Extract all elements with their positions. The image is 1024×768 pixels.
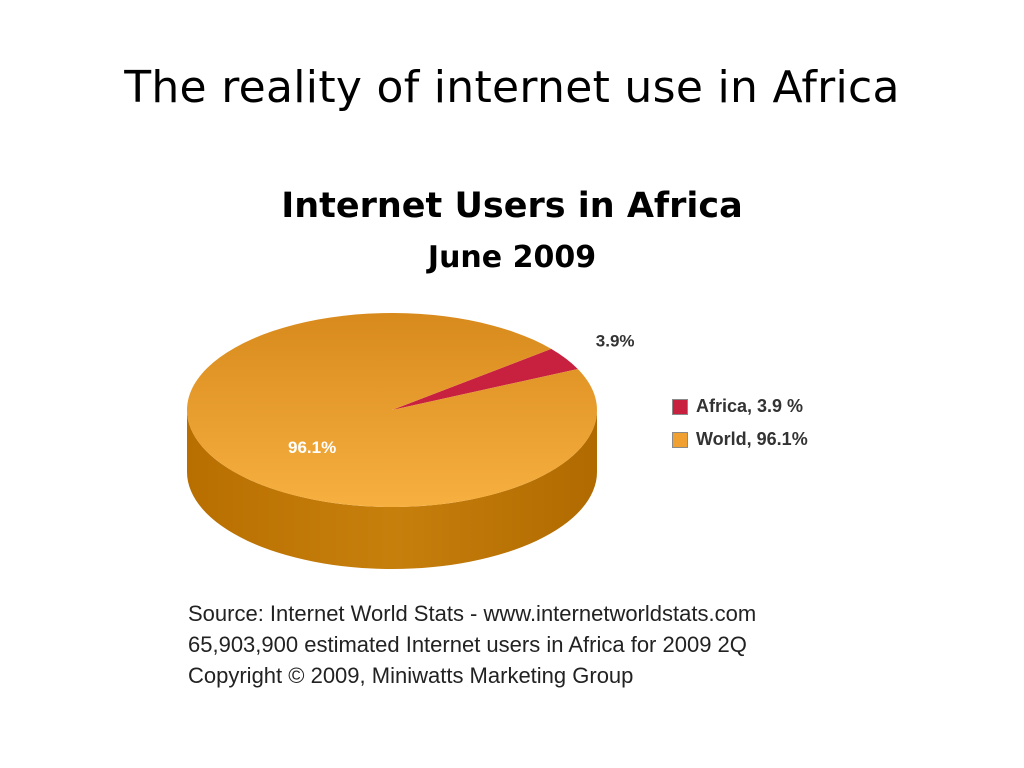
source-note: Source: Internet World Stats - www.inter…	[188, 598, 756, 691]
data-label-africa: 3.9%	[596, 332, 635, 351]
slide-title: The reality of internet use in Africa	[124, 62, 900, 113]
legend-swatch-africa	[672, 398, 688, 415]
chart-title: Internet Users in Africa	[281, 186, 743, 226]
pie-slice-world	[187, 313, 597, 507]
data-label-world: 96.1%	[288, 438, 336, 457]
source-line-1: Source: Internet World Stats - www.inter…	[188, 601, 757, 626]
legend-item-world: World, 96.1%	[672, 423, 808, 456]
legend-item-africa: Africa, 3.9 %	[672, 390, 808, 423]
source-line-3: Copyright © 2009, Miniwatts Marketing Gr…	[188, 663, 634, 688]
pie-slice-africa	[392, 348, 578, 410]
legend-label-world: World, 96.1%	[696, 429, 808, 449]
chart-subtitle: June 2009	[427, 240, 597, 275]
legend-swatch-world	[672, 431, 688, 448]
legend: Africa, 3.9 % World, 96.1%	[672, 390, 808, 456]
source-line-2: 65,903,900 estimated Internet users in A…	[188, 632, 747, 657]
legend-label-africa: Africa, 3.9 %	[696, 396, 804, 416]
pie-side-wall	[187, 410, 597, 569]
